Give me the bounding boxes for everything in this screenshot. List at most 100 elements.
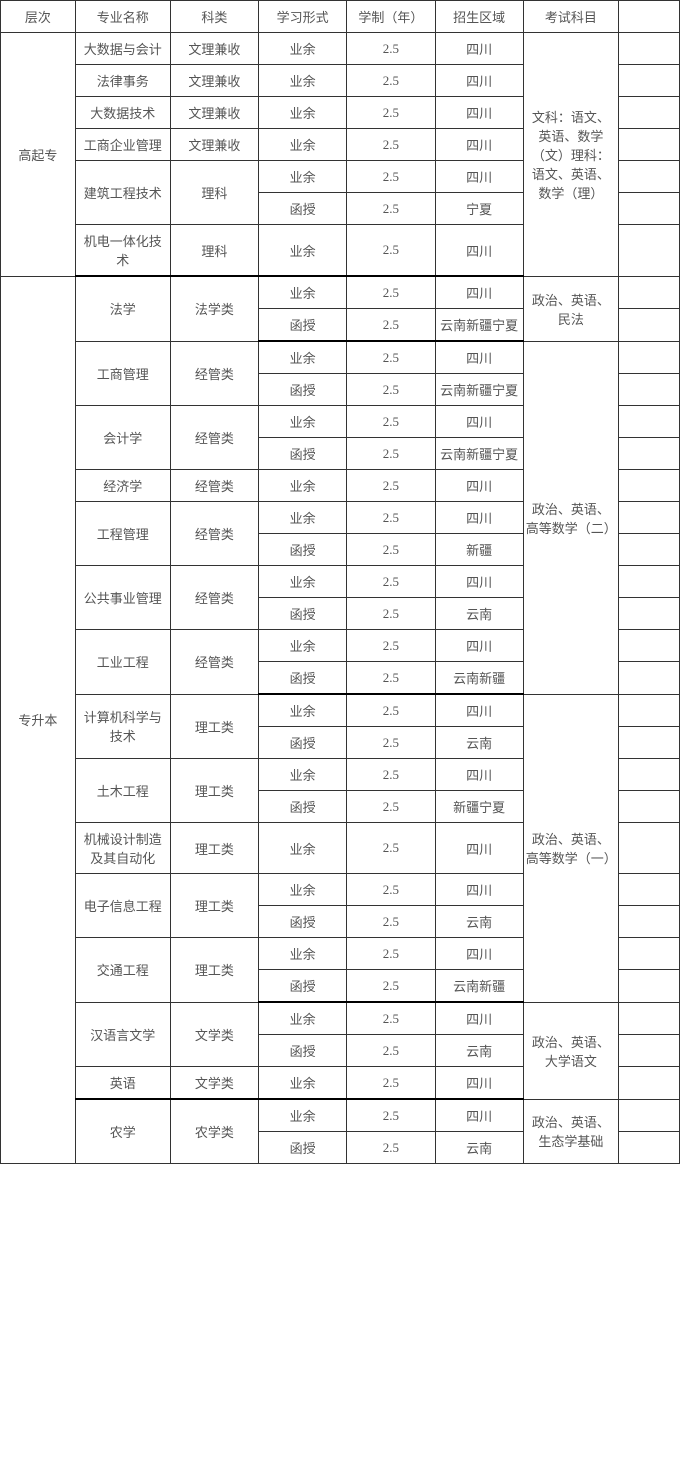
cell-subjects: 政治、英语、民法 [523, 276, 618, 341]
cell-extra [618, 970, 679, 1003]
cell-extra [618, 1067, 679, 1100]
cell-form: 函授 [259, 309, 347, 342]
cell-region: 云南 [435, 1132, 523, 1164]
cell-form: 函授 [259, 727, 347, 759]
cell-major: 会计学 [75, 406, 170, 470]
cell-extra [618, 823, 679, 874]
cell-major: 工商企业管理 [75, 129, 170, 161]
cell-form: 业余 [259, 759, 347, 791]
cell-region: 四川 [435, 225, 523, 277]
cell-extra [618, 341, 679, 374]
cell-form: 函授 [259, 791, 347, 823]
cell-form: 业余 [259, 823, 347, 874]
cell-major: 工业工程 [75, 630, 170, 695]
cell-subjects: 文科：语文、英语、数学（文）理科：语文、英语、数学（理） [523, 33, 618, 277]
cell-duration: 2.5 [347, 791, 435, 823]
cell-category: 经管类 [170, 406, 258, 470]
cell-duration: 2.5 [347, 406, 435, 438]
header-row: 层次 专业名称 科类 学习形式 学制（年） 招生区域 考试科目 [1, 1, 680, 33]
cell-duration: 2.5 [347, 129, 435, 161]
cell-duration: 2.5 [347, 502, 435, 534]
table-row: 汉语言文学 文学类 业余 2.5 四川 政治、英语、大学语文 [1, 1002, 680, 1035]
cell-region: 四川 [435, 406, 523, 438]
cell-major: 电子信息工程 [75, 874, 170, 938]
cell-duration: 2.5 [347, 65, 435, 97]
cell-major: 计算机科学与技术 [75, 694, 170, 759]
cell-form: 业余 [259, 1067, 347, 1100]
cell-form: 业余 [259, 1002, 347, 1035]
cell-duration: 2.5 [347, 161, 435, 193]
cell-subjects: 政治、英语、生态学基础 [523, 1099, 618, 1164]
cell-category: 理工类 [170, 759, 258, 823]
cell-major: 大数据技术 [75, 97, 170, 129]
cell-form: 业余 [259, 630, 347, 662]
cell-duration: 2.5 [347, 33, 435, 65]
table-row: 计算机科学与技术 理工类 业余 2.5 四川 政治、英语、高等数学（一） [1, 694, 680, 727]
cell-region: 四川 [435, 33, 523, 65]
cell-form: 业余 [259, 33, 347, 65]
cell-duration: 2.5 [347, 1132, 435, 1164]
cell-extra [618, 598, 679, 630]
cell-category: 经管类 [170, 502, 258, 566]
table-row: 农学 农学类 业余 2.5 四川 政治、英语、生态学基础 [1, 1099, 680, 1132]
cell-form: 函授 [259, 662, 347, 695]
cell-region: 云南 [435, 1035, 523, 1067]
cell-extra [618, 374, 679, 406]
th-major: 专业名称 [75, 1, 170, 33]
cell-region: 四川 [435, 823, 523, 874]
cell-duration: 2.5 [347, 470, 435, 502]
cell-duration: 2.5 [347, 276, 435, 309]
cell-major: 工商管理 [75, 341, 170, 406]
cell-extra [618, 309, 679, 342]
cell-category: 理科 [170, 161, 258, 225]
cell-subjects: 政治、英语、大学语文 [523, 1002, 618, 1099]
cell-category: 理科 [170, 225, 258, 277]
cell-category: 文理兼收 [170, 97, 258, 129]
cell-duration: 2.5 [347, 1099, 435, 1132]
cell-form: 业余 [259, 65, 347, 97]
cell-form: 函授 [259, 374, 347, 406]
cell-major: 经济学 [75, 470, 170, 502]
cell-region: 云南新疆 [435, 970, 523, 1003]
cell-region: 新疆 [435, 534, 523, 566]
cell-region: 云南新疆宁夏 [435, 374, 523, 406]
cell-extra [618, 1035, 679, 1067]
cell-category: 经管类 [170, 341, 258, 406]
cell-form: 业余 [259, 694, 347, 727]
cell-category: 文理兼收 [170, 129, 258, 161]
cell-form: 函授 [259, 1035, 347, 1067]
cell-region: 云南新疆宁夏 [435, 438, 523, 470]
cell-form: 函授 [259, 598, 347, 630]
cell-duration: 2.5 [347, 727, 435, 759]
cell-major: 大数据与会计 [75, 33, 170, 65]
cell-region: 四川 [435, 129, 523, 161]
cell-duration: 2.5 [347, 1035, 435, 1067]
cell-form: 业余 [259, 470, 347, 502]
table-row: 专升本 法学 法学类 业余 2.5 四川 政治、英语、民法 [1, 276, 680, 309]
cell-extra [618, 630, 679, 662]
cell-form: 业余 [259, 566, 347, 598]
cell-category: 理工类 [170, 694, 258, 759]
cell-form: 业余 [259, 341, 347, 374]
cell-region: 四川 [435, 874, 523, 906]
cell-extra [618, 276, 679, 309]
cell-region: 四川 [435, 65, 523, 97]
cell-region: 云南 [435, 727, 523, 759]
cell-form: 函授 [259, 193, 347, 225]
cell-extra [618, 874, 679, 906]
cell-category: 经管类 [170, 470, 258, 502]
cell-duration: 2.5 [347, 1002, 435, 1035]
cell-duration: 2.5 [347, 1067, 435, 1100]
cell-duration: 2.5 [347, 694, 435, 727]
cell-duration: 2.5 [347, 823, 435, 874]
cell-region: 云南 [435, 598, 523, 630]
th-region: 招生区域 [435, 1, 523, 33]
cell-major: 建筑工程技术 [75, 161, 170, 225]
cell-region: 四川 [435, 341, 523, 374]
cell-major: 机械设计制造及其自动化 [75, 823, 170, 874]
cell-form: 业余 [259, 406, 347, 438]
cell-category: 法学类 [170, 276, 258, 341]
cell-region: 四川 [435, 276, 523, 309]
cell-extra [618, 727, 679, 759]
cell-extra [618, 502, 679, 534]
